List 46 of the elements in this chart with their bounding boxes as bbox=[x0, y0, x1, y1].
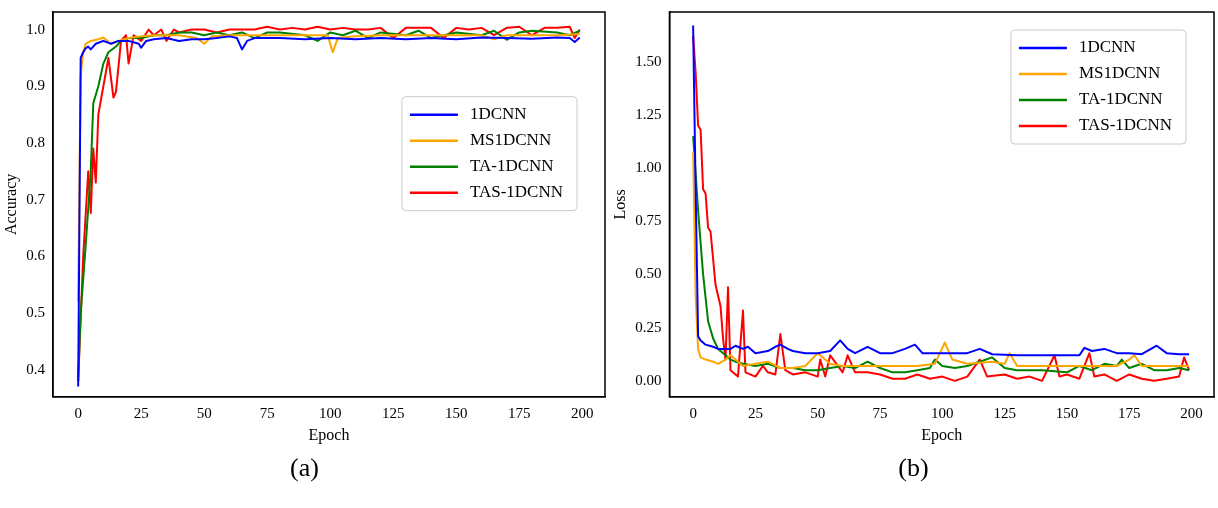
x-tick-label: 200 bbox=[571, 404, 594, 421]
x-tick-label: 25 bbox=[133, 404, 149, 421]
x-tick-label: 25 bbox=[747, 404, 763, 421]
x-axis-title: Epoch bbox=[921, 425, 963, 444]
x-tick-label: 75 bbox=[259, 404, 275, 421]
x-tick-label: 150 bbox=[445, 404, 468, 421]
x-tick-label: 200 bbox=[1180, 404, 1203, 421]
x-tick-label: 175 bbox=[508, 404, 531, 421]
y-tick-label: 0.6 bbox=[26, 247, 46, 264]
text: (a) bbox=[289, 453, 320, 483]
x-tick-label: 50 bbox=[810, 404, 826, 421]
y-tick-label: 0.7 bbox=[26, 190, 46, 207]
legend-label: TAS-1DCNN bbox=[469, 182, 564, 202]
y-axis-title: Accuracy bbox=[1, 173, 20, 236]
y-tick-label: 0.00 bbox=[635, 371, 662, 388]
y-tick-label: 0.50 bbox=[635, 265, 662, 282]
legend-label: TAS-1DCNN bbox=[1078, 115, 1173, 135]
x-tick-label: 125 bbox=[993, 404, 1016, 421]
y-tick-label: 1.00 bbox=[635, 158, 662, 175]
text: (b) bbox=[897, 453, 930, 483]
y-tick-label: 0.75 bbox=[635, 212, 662, 229]
x-tick-label: 75 bbox=[872, 404, 888, 421]
y-tick-label: 0.25 bbox=[635, 318, 662, 335]
y-tick-label: 0.4 bbox=[26, 360, 46, 377]
x-tick-label: 50 bbox=[196, 404, 212, 421]
y-tick-label: 0.8 bbox=[26, 133, 45, 150]
x-tick-label: 0 bbox=[689, 404, 697, 421]
x-tick-label: 150 bbox=[1055, 404, 1079, 421]
legend-label: TA-1DCNN bbox=[469, 156, 554, 176]
x-tick-label: 175 bbox=[1118, 404, 1141, 421]
legend-label: MS1DCNN bbox=[1078, 63, 1161, 83]
y-tick-label: 1.25 bbox=[635, 105, 662, 122]
x-tick-label: 100 bbox=[318, 404, 342, 421]
legend-label: MS1DCNN bbox=[469, 130, 552, 150]
legend-label: 1DCNN bbox=[469, 104, 527, 124]
legend-label: 1DCNN bbox=[1078, 37, 1136, 57]
x-tick-label: 0 bbox=[74, 404, 82, 421]
y-tick-label: 0.5 bbox=[26, 303, 45, 320]
y-tick-label: 0.9 bbox=[26, 77, 45, 94]
y-tick-label: 1.50 bbox=[635, 52, 662, 69]
x-tick-label: 125 bbox=[382, 404, 405, 421]
x-tick-label: 100 bbox=[931, 404, 954, 421]
y-axis-title: Loss bbox=[610, 189, 628, 220]
x-axis-title: Epoch bbox=[308, 425, 350, 444]
y-tick-label: 1.0 bbox=[26, 20, 45, 37]
legend-label: TA-1DCNN bbox=[1078, 89, 1163, 109]
